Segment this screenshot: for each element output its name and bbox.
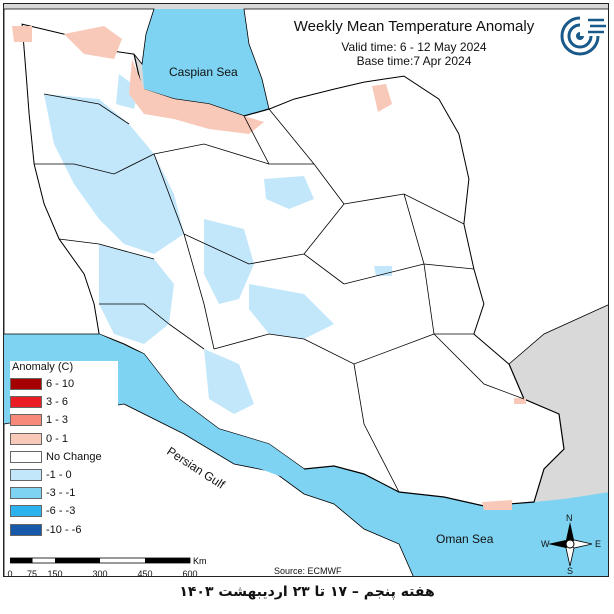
caspian-sea: [142, 9, 269, 116]
scale-tick-150: 150: [47, 569, 63, 577]
legend: Anomaly (C) 6 - 10 3 - 6 1 - 3 0 - 1 No Chan…: [10, 361, 118, 539]
legend-label: -10 - -6: [46, 523, 82, 536]
oman-sea-label: Oman Sea: [436, 532, 494, 546]
meteorology-logo: [560, 14, 608, 56]
warm-patch-caucasus: [64, 26, 122, 59]
province-borders: [34, 93, 525, 493]
data-source: Source: ECMWF: [274, 566, 342, 576]
cold-patch-central: [204, 219, 254, 304]
legend-row: -6 - -3: [10, 502, 118, 520]
legend-swatch: [10, 469, 42, 482]
legend-swatch: [10, 450, 42, 463]
scale-tick-300: 300: [92, 569, 108, 577]
scale-tick-450: 450: [137, 569, 153, 577]
map-title: Weekly Mean Temperature Anomaly: [293, 18, 535, 35]
legend-swatch: [10, 414, 42, 427]
warm-patch-northeast: [372, 84, 392, 112]
warm-patch-southeast-coast: [482, 500, 512, 510]
legend-label: -6 - -3: [46, 505, 76, 518]
scale-tick-0: 0: [7, 569, 13, 577]
compass-west: W: [541, 539, 550, 549]
legend-row: -3 - -1: [10, 484, 118, 502]
legend-title: Anomaly (C): [12, 361, 74, 373]
scale-tick-75: 75: [26, 569, 38, 577]
legend-row: No Change: [10, 448, 118, 466]
legend-row: 1 - 3: [10, 411, 118, 429]
cold-patch-northeast: [116, 74, 139, 109]
legend-label: 3 - 6: [46, 396, 69, 409]
legend-label: No Change: [46, 450, 102, 463]
legend-row: -10 - -6: [10, 521, 118, 539]
compass-rose: [548, 522, 593, 567]
base-time: Base time:7 Apr 2024: [356, 54, 472, 68]
valid-time: Valid time: 6 - 12 May 2024: [341, 40, 487, 54]
warm-patch-east-border: [514, 398, 526, 404]
legend-row: -1 - 0: [10, 466, 118, 484]
persian-caption: هفته پنجم – ۱۷ تا ۲۳ اردیبهشت ۱۴۰۳: [179, 584, 435, 600]
legend-row: 0 - 1: [10, 430, 118, 448]
warm-patch-northwest-corner: [12, 26, 32, 42]
southern-sea-2: [94, 334, 304, 484]
legend-row: 6 - 10: [10, 375, 118, 393]
neighbor-land-north: [243, 8, 608, 365]
compass-north: N: [566, 513, 573, 523]
legend-swatch: [10, 396, 42, 409]
cold-patch-west: [99, 244, 174, 344]
legend-row: 3 - 6: [10, 393, 118, 411]
legend-rows: 6 - 10 3 - 6 1 - 3 0 - 1 No Change -1 - 0 -3 -…: [10, 375, 118, 539]
map-frame: Weekly Mean Temperature Anomaly Valid ti…: [3, 3, 609, 577]
legend-label: -1 - 0: [46, 469, 72, 482]
legend-swatch: [10, 505, 42, 518]
caspian-sea-label: Caspian Sea: [169, 65, 238, 79]
warm-patch-caspian-coast: [129, 59, 264, 134]
legend-swatch: [10, 432, 42, 445]
compass-south: S: [567, 566, 574, 576]
legend-label: 1 - 3: [46, 414, 69, 427]
scale-bar: 0 75 150 300 450 600 Km: [7, 556, 206, 577]
legend-swatch: [10, 487, 42, 500]
neighbor-land-west: [4, 8, 155, 335]
cold-patch-south: [204, 349, 254, 414]
legend-label: 0 - 1: [46, 432, 69, 445]
compass-east: E: [595, 539, 602, 549]
scale-unit: Km: [193, 556, 207, 566]
map-canvas: [4, 4, 608, 576]
legend-swatch: [10, 523, 42, 536]
legend-label: -3 - -1: [46, 487, 76, 500]
warm-anomaly-patches: [12, 26, 526, 510]
scale-tick-600: 600: [182, 569, 198, 577]
legend-swatch: [10, 378, 42, 391]
cold-patch-north-central: [264, 176, 314, 209]
cold-patch-center-south: [249, 284, 334, 339]
legend-label: 6 - 10: [46, 378, 75, 391]
